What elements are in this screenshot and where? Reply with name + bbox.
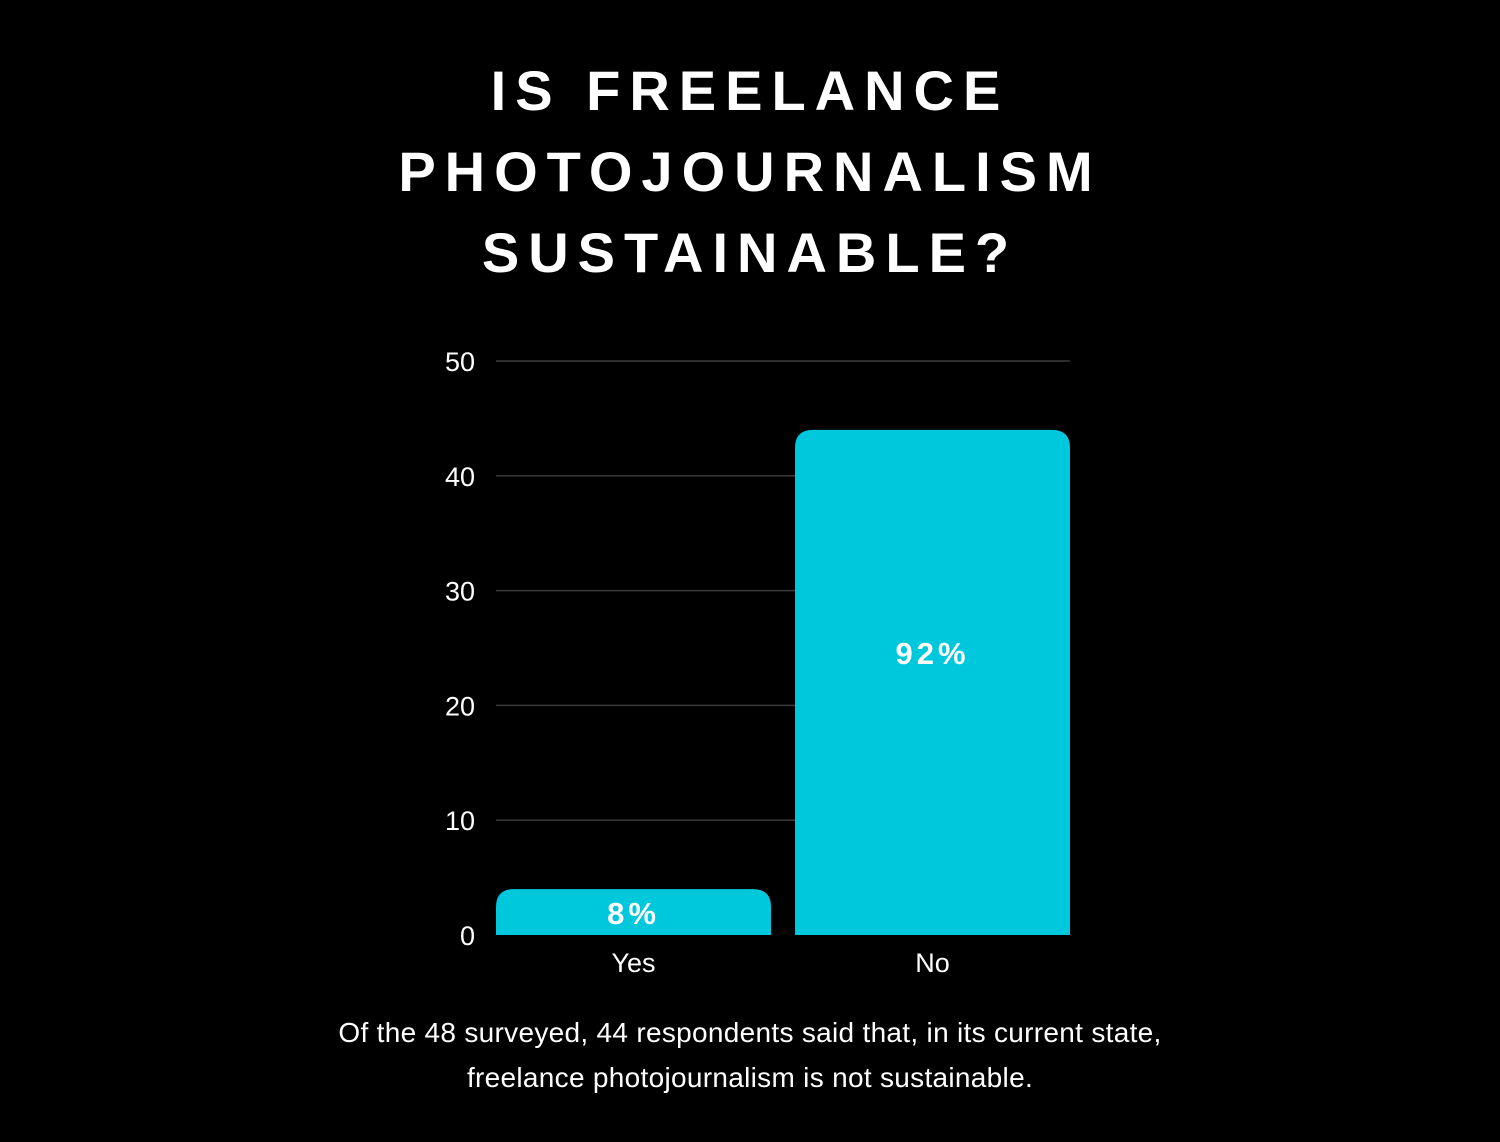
y-tick-label: 20 (445, 691, 475, 721)
bar-yes (496, 889, 771, 935)
title-line-3: SUSTAINABLE? (481, 221, 1019, 284)
caption-line-2: freelance photojournalism is not sustain… (466, 1062, 1034, 1093)
y-tick-label: 50 (445, 347, 475, 377)
y-tick-label: 30 (445, 577, 475, 607)
x-category-label: Yes (611, 948, 655, 978)
chart-title: IS FREELANCE PHOTOJOURNALISM SUSTAINABLE… (0, 50, 1500, 293)
data-label: 8% (607, 896, 660, 931)
title-line-1: IS FREELANCE (490, 59, 1010, 122)
title-line-2: PHOTOJOURNALISM (398, 140, 1102, 203)
y-tick-label: 0 (460, 921, 475, 951)
bar-no (795, 429, 1070, 935)
data-label: 92% (895, 636, 969, 671)
y-tick-label: 40 (445, 462, 475, 492)
x-category-label: No (915, 948, 950, 978)
chart-caption: Of the 48 surveyed, 44 respondents said … (0, 1010, 1500, 1100)
caption-line-1: Of the 48 surveyed, 44 respondents said … (338, 1017, 1162, 1048)
y-tick-label: 10 (445, 806, 475, 836)
